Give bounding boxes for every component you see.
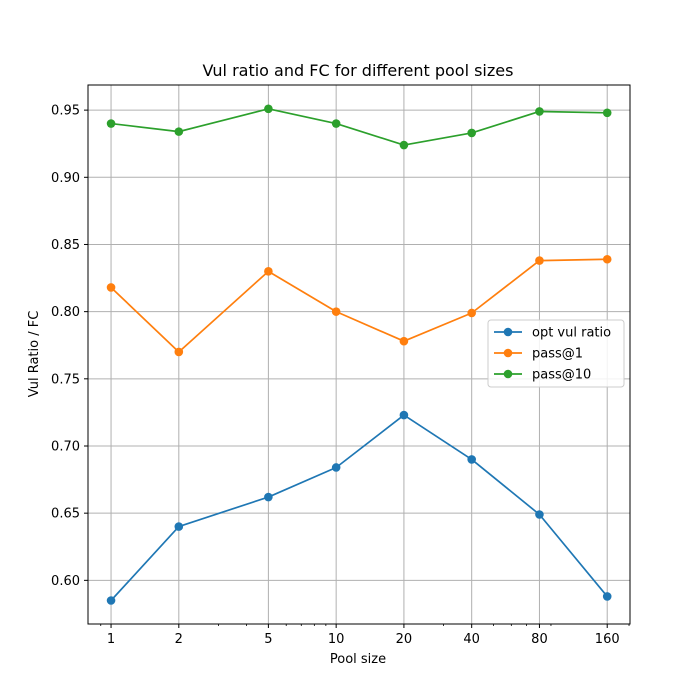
axes: 1 2 5 10 20 40 80 160 0.60 0.65 0.70 0.75 0.80 0.85 0.… [51, 104, 630, 647]
data-point-pass-1 [174, 347, 184, 357]
x-tick-label: 1 [107, 632, 115, 647]
plot-area-frame [87, 84, 631, 625]
legend: opt vul ratio pass@1 pass@10 [487, 319, 625, 388]
data-point-opt-vul-ratio [106, 596, 116, 605]
y-tick-label: 0.90 [51, 171, 80, 186]
x-tick-label: 5 [264, 632, 272, 647]
data-point-pass-1 [264, 267, 273, 276]
y-tick-label: 0.70 [51, 439, 80, 454]
y-axis-label: Vul Ratio / FC [27, 311, 42, 398]
legend-box [487, 319, 625, 388]
x-tick-label: 10 [328, 632, 345, 647]
data-point-pass-1 [602, 254, 612, 264]
data-point-pass-10 [174, 127, 184, 136]
series-line-opt-vul-ratio [110, 414, 608, 602]
data-point-pass-10 [331, 119, 341, 128]
data-point-opt-vul-ratio [264, 492, 273, 502]
legend-label-pass-10: pass@10 [532, 368, 591, 383]
data-point-pass-10 [106, 119, 116, 128]
y-tick-label: 0.60 [51, 574, 80, 589]
data-point-opt-vul-ratio [467, 455, 476, 464]
data-point-pass-1 [106, 283, 116, 292]
legend-label-pass-1: pass@1 [532, 347, 583, 362]
data-point-opt-vul-ratio [174, 522, 184, 531]
chart-title: Vul ratio and FC for different pool size… [203, 61, 514, 80]
data-point-opt-vul-ratio [399, 410, 409, 420]
x-tick-label: 40 [463, 632, 480, 647]
series-line-pass-1 [110, 258, 608, 353]
data-point-pass-10 [399, 140, 409, 150]
x-tick-label: 2 [175, 632, 183, 647]
x-tick-label: 160 [595, 632, 620, 647]
y-tick-label: 0.80 [51, 305, 80, 320]
data-point-pass-10 [264, 104, 273, 114]
data-point-pass-1 [535, 256, 544, 265]
data-point-pass-10 [535, 107, 544, 116]
x-tick-label: 20 [396, 632, 413, 647]
y-tick-label: 0.85 [51, 238, 80, 253]
legend-marker-pass-10 [503, 369, 513, 379]
data-point-pass-1 [331, 307, 341, 316]
x-axis-label: Pool size [330, 652, 386, 667]
data-point-opt-vul-ratio [602, 592, 612, 601]
x-tick-label: 80 [531, 632, 548, 647]
data-point-opt-vul-ratio [331, 463, 341, 472]
data-point-pass-10 [602, 108, 612, 118]
y-tick-label: 0.95 [51, 104, 80, 119]
y-tick-label: 0.75 [51, 372, 80, 387]
data-point-pass-1 [399, 336, 409, 346]
legend-marker-opt-vul-ratio [503, 327, 513, 337]
data-point-opt-vul-ratio [535, 510, 544, 519]
data-point-pass-10 [467, 128, 476, 138]
data-point-pass-1 [467, 308, 476, 318]
legend-marker-pass-1 [503, 348, 513, 358]
legend-label-opt-vul-ratio: opt vul ratio [532, 326, 611, 341]
y-tick-label: 0.65 [51, 507, 80, 522]
series-line-pass-10 [110, 107, 608, 146]
series-layer [106, 104, 612, 605]
